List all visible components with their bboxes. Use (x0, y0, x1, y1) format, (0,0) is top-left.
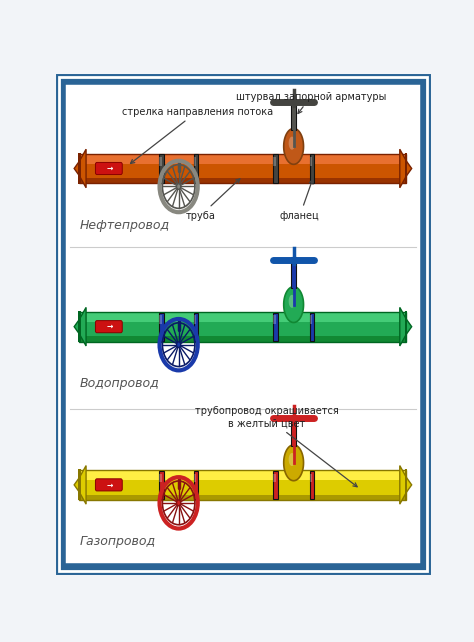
Bar (159, 471, 164, 499)
Polygon shape (74, 308, 86, 346)
Text: штурвал запорной арматуры: штурвал запорной арматуры (236, 92, 386, 114)
Bar (194, 315, 196, 324)
Bar (80, 312, 406, 322)
Bar (80, 470, 406, 499)
Bar (194, 474, 196, 482)
Bar (310, 471, 314, 499)
Bar (80, 336, 406, 342)
Bar (405, 469, 408, 501)
Text: Водопровод: Водопровод (80, 377, 159, 390)
Bar (159, 313, 164, 341)
Bar (80, 494, 406, 499)
Bar (80, 159, 406, 178)
Bar (80, 317, 406, 336)
Bar (291, 257, 296, 288)
Bar (78, 311, 81, 342)
Polygon shape (74, 465, 86, 504)
Text: трубопровод окрашивается
в желтый цвет: трубопровод окрашивается в желтый цвет (195, 406, 357, 487)
Text: →: → (106, 480, 113, 489)
Bar (80, 475, 406, 494)
Bar (80, 312, 406, 342)
Polygon shape (400, 308, 412, 346)
Bar (273, 155, 278, 182)
Polygon shape (284, 286, 303, 322)
Polygon shape (74, 149, 86, 187)
Bar (310, 474, 312, 482)
FancyBboxPatch shape (63, 82, 423, 566)
Text: Нефтепровод: Нефтепровод (80, 219, 170, 232)
Polygon shape (400, 465, 412, 504)
Bar (80, 153, 406, 184)
Bar (310, 155, 314, 182)
Bar (80, 178, 406, 184)
Bar (405, 153, 408, 184)
Circle shape (176, 500, 181, 506)
Text: фланец: фланец (280, 180, 320, 220)
Bar (310, 313, 314, 341)
Bar (273, 313, 278, 341)
Text: →: → (106, 322, 113, 331)
Bar (80, 470, 406, 480)
Text: →: → (106, 164, 113, 173)
Bar (273, 474, 275, 482)
Bar (273, 471, 278, 499)
Bar (78, 469, 81, 501)
Polygon shape (289, 295, 295, 308)
Bar (159, 315, 162, 324)
Bar (291, 99, 296, 130)
Bar (273, 315, 275, 324)
Bar (193, 471, 198, 499)
Bar (159, 155, 164, 182)
Polygon shape (289, 453, 295, 466)
Bar (193, 155, 198, 182)
Bar (273, 157, 275, 166)
Bar (80, 153, 406, 164)
Bar (159, 157, 162, 166)
Circle shape (176, 184, 181, 189)
Text: стрелка направления потока: стрелка направления потока (122, 107, 273, 164)
Bar (310, 315, 312, 324)
Bar (194, 157, 196, 166)
Text: труба: труба (186, 178, 240, 220)
Bar (310, 157, 312, 166)
Bar (193, 313, 198, 341)
FancyBboxPatch shape (95, 320, 122, 333)
FancyBboxPatch shape (95, 479, 122, 491)
Bar (291, 415, 296, 446)
Bar (405, 311, 408, 342)
Text: Газопровод: Газопровод (80, 535, 155, 548)
Circle shape (176, 342, 181, 347)
Bar (78, 153, 81, 184)
Polygon shape (400, 149, 412, 187)
Polygon shape (284, 128, 303, 164)
Bar (159, 474, 162, 482)
FancyBboxPatch shape (95, 162, 122, 175)
Polygon shape (284, 445, 303, 481)
Polygon shape (289, 137, 295, 150)
